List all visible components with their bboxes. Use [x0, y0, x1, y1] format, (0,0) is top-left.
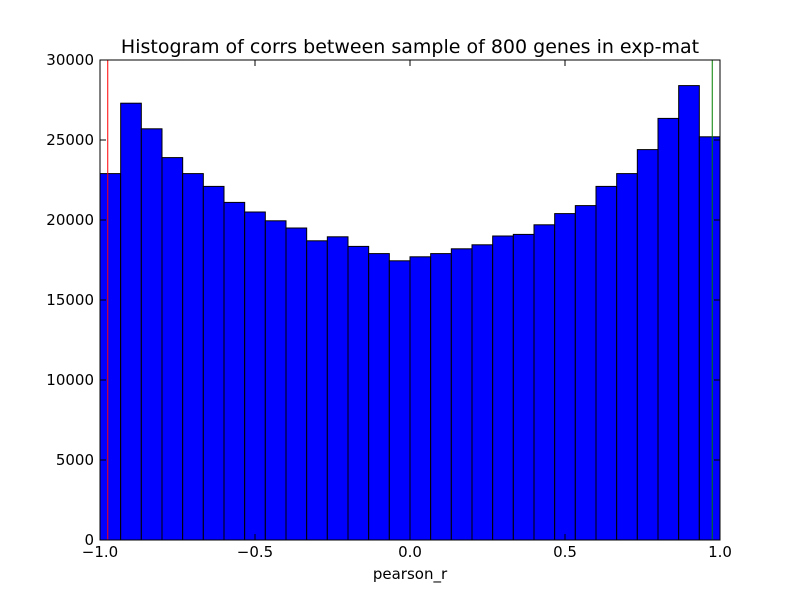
histogram-bar: [492, 235, 514, 541]
histogram-bar: [161, 157, 184, 541]
y-tick-label: 10000: [46, 371, 94, 389]
histogram-bar: [678, 85, 700, 541]
histogram-bar: [306, 240, 328, 541]
histogram-bar: [574, 205, 597, 541]
histogram-bar: [533, 224, 556, 541]
histogram-bar: [554, 213, 576, 541]
y-ticks-group: 0 5000 10000 15000 20000 25000 30000: [46, 51, 720, 549]
histogram-bar: [285, 227, 308, 541]
histogram-bar: [388, 260, 411, 541]
histogram-bar: [120, 102, 142, 541]
x-tick-label: 0.5: [553, 543, 577, 561]
histogram-bar: [512, 233, 535, 541]
x-tick-label: 1.0: [708, 543, 732, 561]
x-axis-label: pearson_r: [373, 565, 448, 584]
histogram-bar: [698, 136, 721, 541]
histogram-bar: [347, 245, 370, 541]
y-tick-label: 15000: [46, 291, 94, 309]
reference-lines-group: [107, 60, 713, 540]
x-tick-label: −0.5: [237, 543, 273, 561]
histogram-bar: [616, 173, 638, 541]
histogram-bar: [595, 185, 618, 541]
y-tick-label: 0: [84, 531, 94, 549]
y-tick-label: 20000: [46, 211, 94, 229]
histogram-bar: [99, 173, 122, 541]
histogram-bar: [223, 201, 246, 541]
bars-group: [99, 85, 721, 541]
histogram-bar: [409, 256, 432, 541]
histogram-bar: [450, 248, 473, 541]
histogram-bar: [430, 253, 452, 541]
histogram-bar: [471, 244, 494, 541]
histogram-bar: [368, 253, 390, 541]
histogram-bar: [140, 128, 163, 541]
chart-title: Histogram of corrs between sample of 800…: [121, 36, 699, 58]
y-tick-label: 30000: [46, 51, 94, 69]
histogram-bar: [636, 149, 659, 541]
histogram-bar: [182, 173, 204, 541]
x-tick-label: 0.0: [398, 543, 422, 561]
histogram-bar: [244, 211, 266, 541]
histogram-bar: [657, 117, 680, 541]
y-tick-label: 25000: [46, 131, 94, 149]
y-tick-label: 5000: [56, 451, 94, 469]
histogram-bar: [326, 236, 349, 541]
x-tick-label: −1.0: [82, 543, 118, 561]
x-ticks-group: −1.0 −0.5 0.0 0.5 1.0: [82, 60, 732, 561]
histogram-bar: [202, 185, 225, 541]
histogram-bar: [264, 220, 287, 541]
